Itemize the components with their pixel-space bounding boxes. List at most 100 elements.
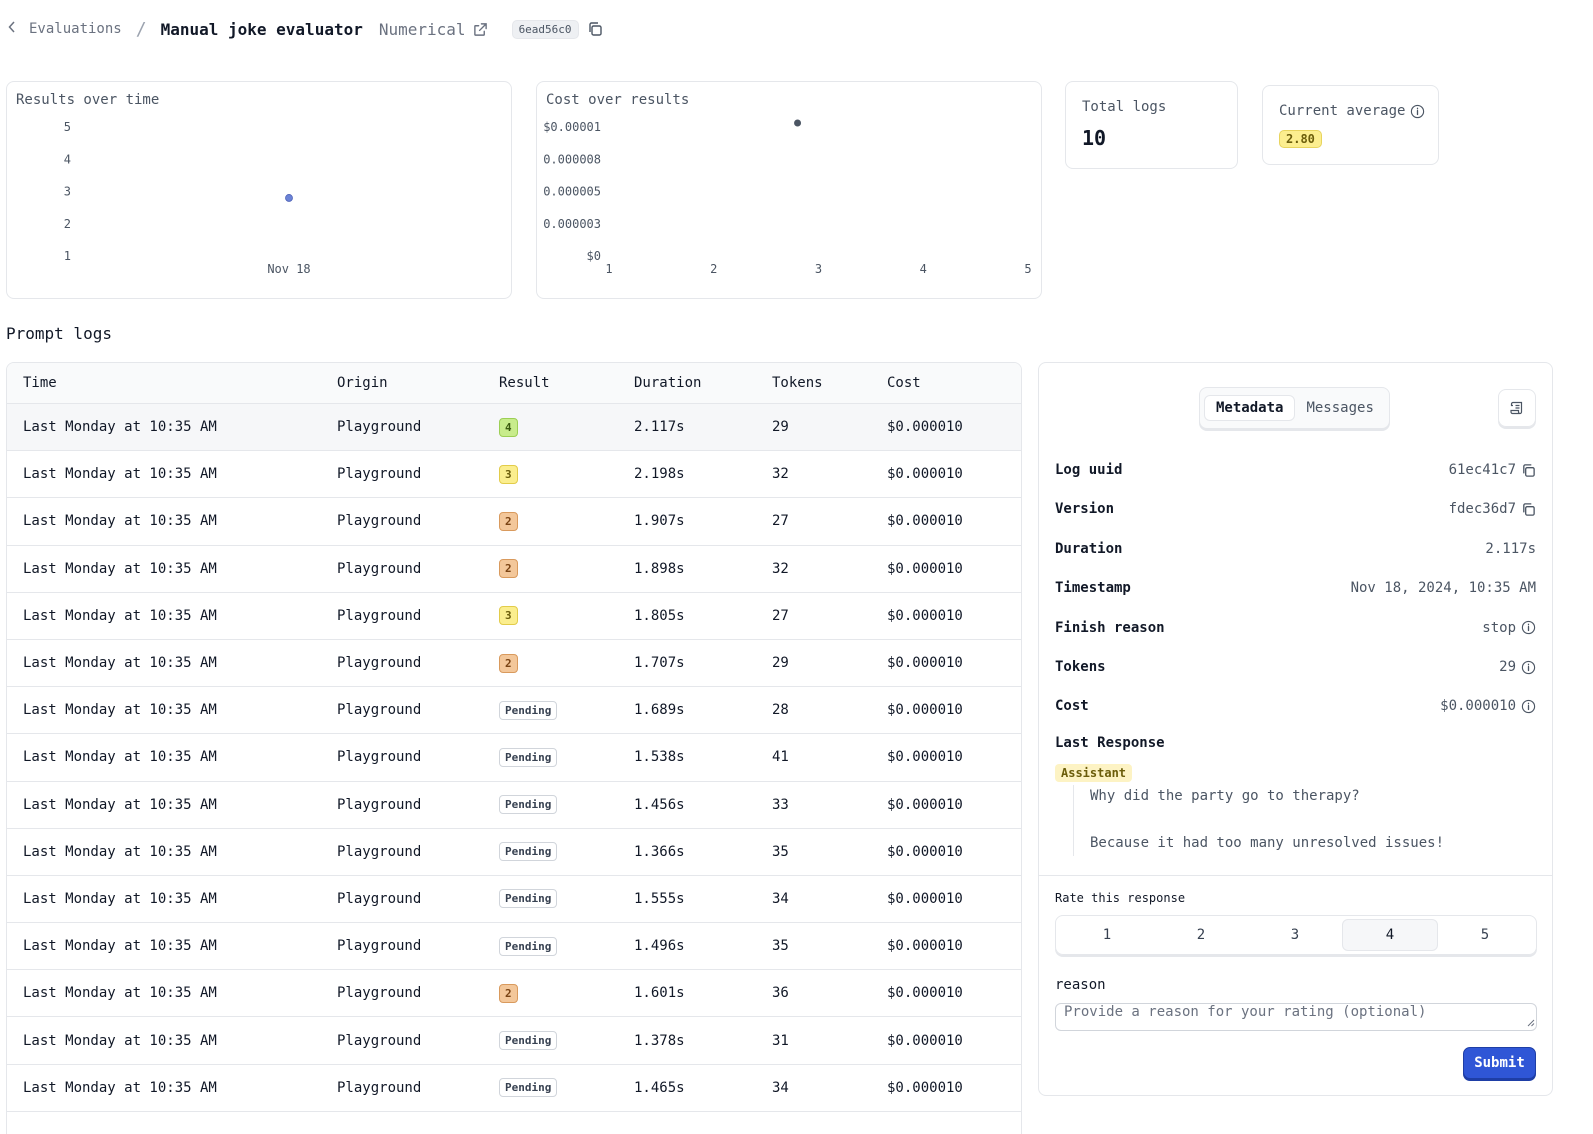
cell-cost: $0.000010 xyxy=(887,607,963,624)
back-link[interactable]: Evaluations xyxy=(8,21,122,37)
evaluation-type-link[interactable]: Numerical xyxy=(379,20,488,39)
x-tick-label: 3 xyxy=(815,262,822,276)
cell-duration: 1.456s xyxy=(634,796,685,813)
cell-time: Last Monday at 10:35 AM xyxy=(23,607,217,624)
table-row[interactable]: Last Monday at 10:35 AM Playground 3 1.805s… xyxy=(7,593,1021,640)
table-row[interactable]: Last Monday at 10:35 AM Playground Pending… xyxy=(7,1017,1021,1065)
last-response-label: Last Response xyxy=(1055,735,1165,751)
table-row[interactable]: Last Monday at 10:35 AM Playground 2 1.601s… xyxy=(7,970,1021,1018)
x-tick-label: 2 xyxy=(710,262,717,276)
y-tick-label: $0 xyxy=(587,249,601,263)
cell-origin: Playground xyxy=(337,890,422,907)
resize-handle-icon[interactable] xyxy=(1527,1019,1535,1027)
metadata-value: 61ec41c7 xyxy=(1449,462,1536,478)
info-icon[interactable] xyxy=(1521,660,1536,675)
cell-duration: 1.555s xyxy=(634,890,685,907)
cell-origin: Playground xyxy=(337,419,422,436)
table-row[interactable]: Last Monday at 10:35 AM Playground Pending… xyxy=(7,734,1021,782)
tab-messages[interactable]: Messages xyxy=(1306,400,1374,416)
view-logs-button[interactable] xyxy=(1498,389,1536,427)
cell-cost: $0.000010 xyxy=(887,513,963,530)
table-row[interactable]: Last Monday at 10:35 AM Playground 2 1.907s… xyxy=(7,498,1021,546)
metadata-value: stop xyxy=(1482,620,1536,636)
cell-duration: 1.601s xyxy=(634,985,685,1002)
result-pending-badge: Pending xyxy=(499,700,558,720)
cell-cost: $0.000010 xyxy=(887,843,963,860)
result-badge: 2 xyxy=(499,983,518,1003)
cell-result: 2 xyxy=(483,511,618,531)
cell-duration: 1.689s xyxy=(634,702,685,719)
rating-option[interactable]: 2 xyxy=(1196,927,1206,943)
cell-tokens: 35 xyxy=(772,938,789,955)
cell-cost: $0.000010 xyxy=(887,1079,963,1096)
result-badge: 2 xyxy=(499,559,518,579)
y-tick-label: $0.00001 xyxy=(543,120,601,134)
column-header-tokens: Tokens xyxy=(772,375,823,391)
cell-duration: 1.707s xyxy=(634,655,685,672)
table-row[interactable]: Last Monday at 10:35 AM Playground Pending… xyxy=(7,829,1021,876)
cell-result: 2 xyxy=(483,559,618,579)
column-header-result: Result xyxy=(499,375,550,391)
rating-option[interactable]: 1 xyxy=(1102,927,1112,943)
metadata-key: Version xyxy=(1055,501,1115,518)
table-row[interactable]: Last Monday at 10:35 AM Playground 3 2.198s… xyxy=(7,451,1021,499)
page-title: Manual joke evaluator xyxy=(160,19,363,39)
rating-option[interactable]: 3 xyxy=(1290,927,1300,943)
metadata-value-text: 29 xyxy=(1499,659,1516,675)
table-row[interactable]: Last Monday at 10:35 AM Playground Pending… xyxy=(7,687,1021,735)
metadata-value: fdec36d7 xyxy=(1449,501,1536,517)
result-pending-badge: Pending xyxy=(499,1031,558,1051)
cell-tokens: 32 xyxy=(772,560,789,577)
results-over-time-card: 1 2 3 4 5 Nov 18 Results over time xyxy=(6,81,512,299)
rating-option[interactable]: 5 xyxy=(1480,927,1490,943)
column-header-origin: Origin xyxy=(337,375,388,391)
table-row[interactable]: Last Monday at 10:35 AM Playground Pending… xyxy=(7,782,1021,829)
submit-button[interactable]: Submit xyxy=(1463,1047,1536,1079)
info-icon[interactable] xyxy=(1521,620,1536,635)
current-average-card: Current average 2.80 xyxy=(1262,85,1439,165)
log-detail-panel: Metadata Messages Log uuid 61ec41c7 Versio… xyxy=(1038,362,1553,1096)
rating-option[interactable]: 4 xyxy=(1342,919,1438,951)
copy-icon[interactable] xyxy=(1521,502,1536,517)
cell-duration: 1.907s xyxy=(634,513,685,530)
table-body: Last Monday at 10:35 AM Playground 4 2.117s… xyxy=(7,404,1021,1112)
table-row[interactable]: Last Monday at 10:35 AM Playground Pending… xyxy=(7,1065,1021,1112)
data-point[interactable] xyxy=(285,194,293,202)
cell-result: Pending xyxy=(483,747,618,767)
table-row[interactable]: Last Monday at 10:35 AM Playground Pending… xyxy=(7,923,1021,971)
cell-duration: 1.496s xyxy=(634,938,685,955)
copy-icon[interactable] xyxy=(587,21,603,37)
cell-cost: $0.000010 xyxy=(887,749,963,766)
y-tick-label: 1 xyxy=(64,249,71,263)
cell-origin: Playground xyxy=(337,466,422,483)
tab-metadata[interactable]: Metadata xyxy=(1204,395,1296,421)
data-point[interactable] xyxy=(794,119,802,127)
cell-cost: $0.000010 xyxy=(887,655,963,672)
table-row[interactable]: Last Monday at 10:35 AM Playground 4 2.117s… xyxy=(7,404,1021,452)
cell-duration: 1.898s xyxy=(634,560,685,577)
reason-input[interactable] xyxy=(1055,1003,1537,1031)
scroll-text-icon xyxy=(1510,401,1523,415)
cell-origin: Playground xyxy=(337,607,422,624)
external-link-icon[interactable] xyxy=(473,22,488,37)
total-logs-card: Total logs 10 xyxy=(1065,81,1238,169)
metadata-value: 29 xyxy=(1499,659,1536,675)
info-icon[interactable] xyxy=(1521,699,1536,714)
current-average-heading: Current average xyxy=(1279,103,1425,119)
cell-result: Pending xyxy=(483,842,618,862)
column-header-time: Time xyxy=(23,375,57,391)
back-label[interactable]: Evaluations xyxy=(29,21,122,37)
info-icon[interactable] xyxy=(1410,104,1425,119)
cell-origin: Playground xyxy=(337,796,422,813)
metadata-key: Duration xyxy=(1055,540,1123,557)
result-pending-badge: Pending xyxy=(499,747,558,767)
table-row[interactable]: Last Monday at 10:35 AM Playground 2 1.898s… xyxy=(7,546,1021,593)
table-row[interactable]: Last Monday at 10:35 AM Playground 2 1.707s… xyxy=(7,640,1021,688)
cell-result: 4 xyxy=(483,417,618,437)
table-row[interactable]: Last Monday at 10:35 AM Playground Pending… xyxy=(7,876,1021,924)
metadata-value-text: Nov 18, 2024, 10:35 AM xyxy=(1350,580,1536,597)
total-logs-value: 10 xyxy=(1082,126,1107,150)
evaluation-type-label[interactable]: Numerical xyxy=(378,19,466,39)
rating-selector: 1 2 3 4 5 xyxy=(1055,915,1537,955)
copy-icon[interactable] xyxy=(1521,463,1536,478)
